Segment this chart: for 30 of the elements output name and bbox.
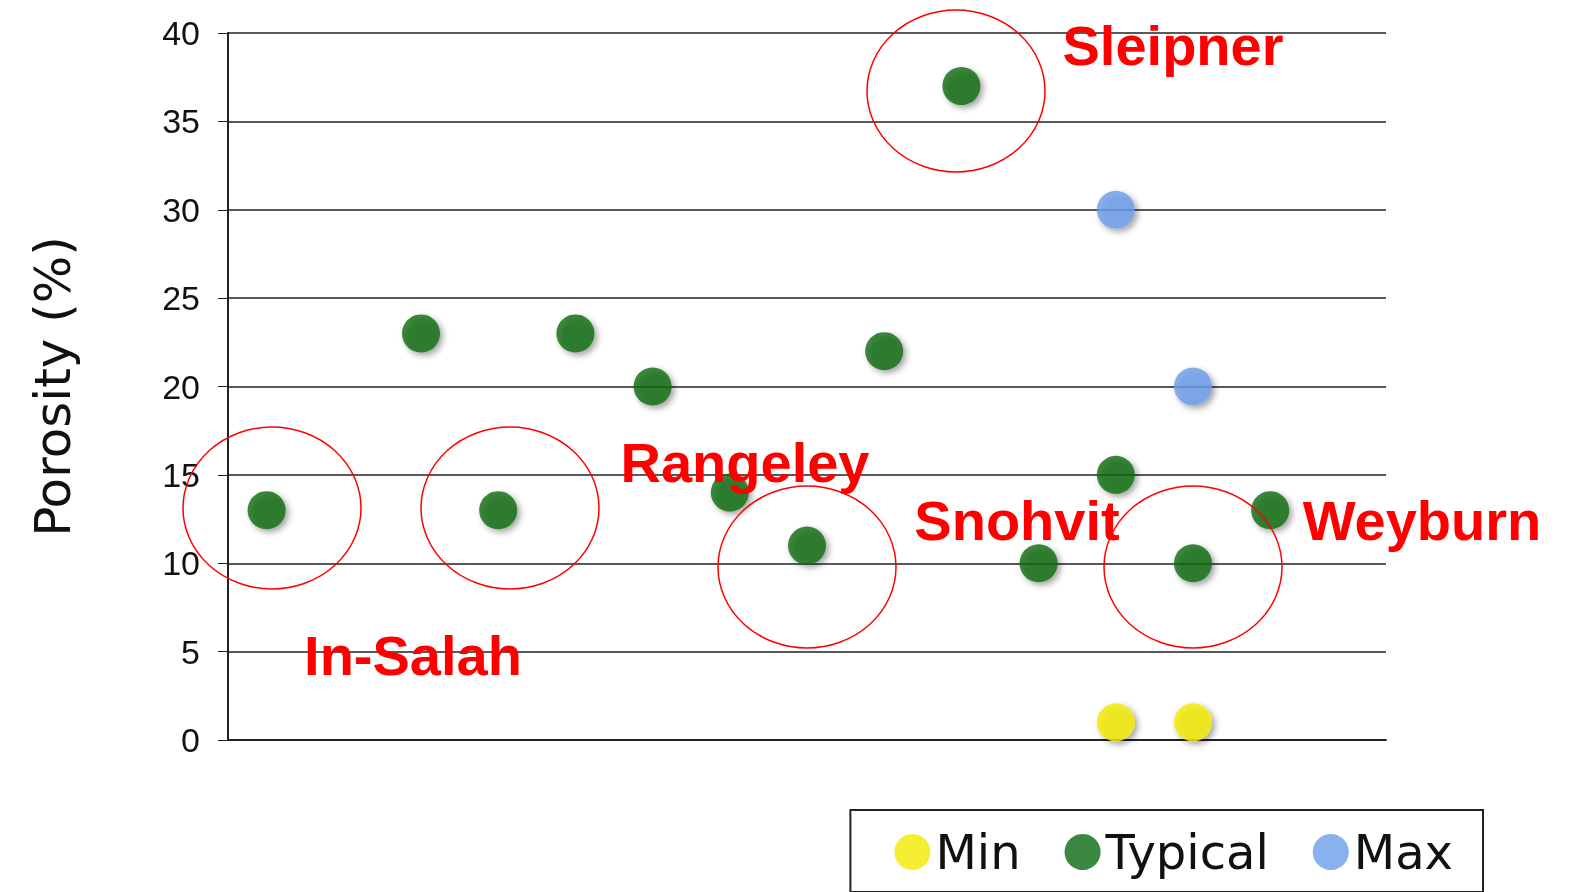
point bbox=[1096, 703, 1135, 742]
y-tick-label: 5 bbox=[181, 632, 200, 671]
point bbox=[556, 314, 595, 353]
point bbox=[788, 526, 826, 565]
y-tick-label: 35 bbox=[162, 102, 200, 141]
y-tick-label: 0 bbox=[181, 721, 200, 759]
point bbox=[1174, 703, 1212, 742]
y-tick-label: 30 bbox=[162, 190, 200, 229]
point bbox=[1251, 491, 1290, 530]
point bbox=[865, 332, 904, 371]
legend-label: Max bbox=[1353, 824, 1453, 880]
point bbox=[633, 367, 672, 406]
legend-label: Min bbox=[935, 824, 1021, 880]
y-tick-label: 25 bbox=[162, 279, 200, 318]
y-tick-label: 20 bbox=[162, 367, 200, 406]
legend-label: Typical bbox=[1104, 824, 1269, 880]
point bbox=[1096, 455, 1135, 494]
point bbox=[479, 491, 518, 530]
point bbox=[1174, 367, 1212, 406]
point bbox=[1174, 544, 1212, 583]
y-tick-label: 10 bbox=[162, 544, 200, 583]
annotation: Weyburn bbox=[1302, 487, 1542, 553]
point bbox=[247, 491, 286, 530]
point bbox=[402, 314, 440, 353]
point bbox=[1096, 190, 1135, 229]
y-tick-label: 40 bbox=[162, 14, 200, 52]
point bbox=[942, 67, 981, 106]
y-axis-title: Porosity (%) bbox=[24, 236, 82, 537]
point bbox=[1019, 544, 1058, 583]
annotation: Snohvit bbox=[914, 487, 1120, 553]
